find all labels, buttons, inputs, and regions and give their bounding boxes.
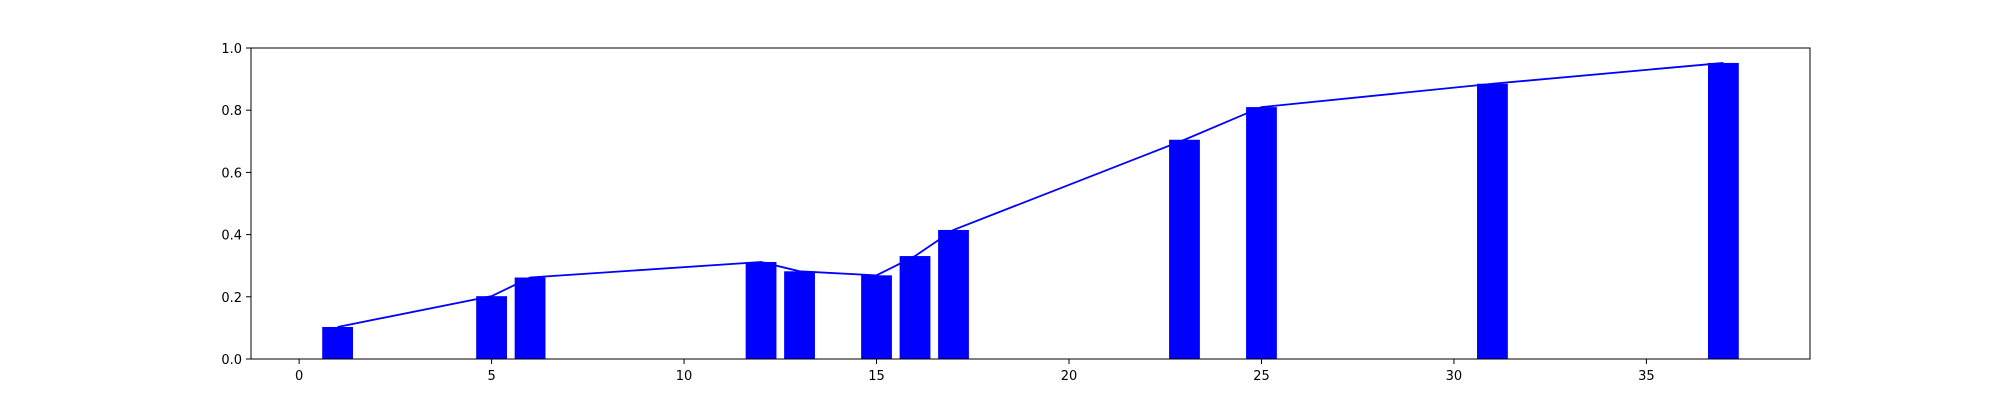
line-group (337, 62, 1724, 328)
x-tick-label: 35 (1638, 369, 1655, 384)
x-tick-label: 5 (487, 369, 495, 384)
y-tick-label: 0.0 (221, 353, 242, 368)
x-tick-label: 10 (676, 369, 693, 384)
y-tick-label: 0.6 (221, 166, 242, 181)
y-tick-label: 0.2 (221, 291, 242, 306)
bar-12 (745, 261, 777, 359)
bar-5 (476, 296, 507, 359)
bar-13 (784, 271, 815, 359)
bar-31 (1477, 83, 1508, 359)
y-tick-label: 0.4 (221, 229, 242, 244)
x-tick-label: 25 (1253, 369, 1270, 384)
y-tick-label: 0.8 (221, 104, 242, 119)
bar-25 (1246, 107, 1277, 359)
bar-6 (514, 277, 546, 359)
plot-frame (250, 47, 1811, 360)
ticks-group: 0 5 10 15 20 25 30 35 0.0 0.2 0.4 0.6 0.8 1.0 (221, 42, 1654, 384)
bar-23 (1169, 139, 1200, 359)
y-tick-label: 1.0 (221, 42, 242, 57)
bar-16 (899, 256, 931, 359)
series-line (337, 62, 1724, 328)
x-tick-label: 30 (1446, 369, 1463, 384)
axes-group (250, 47, 1811, 360)
bar-1 (322, 326, 354, 359)
bar-15 (861, 275, 892, 359)
bars-group (322, 62, 1739, 360)
bar-17 (938, 229, 969, 359)
x-tick-label: 0 (295, 369, 303, 384)
x-tick-label: 20 (1061, 369, 1078, 384)
bar-37 (1707, 62, 1739, 360)
x-tick-label: 15 (868, 369, 885, 384)
